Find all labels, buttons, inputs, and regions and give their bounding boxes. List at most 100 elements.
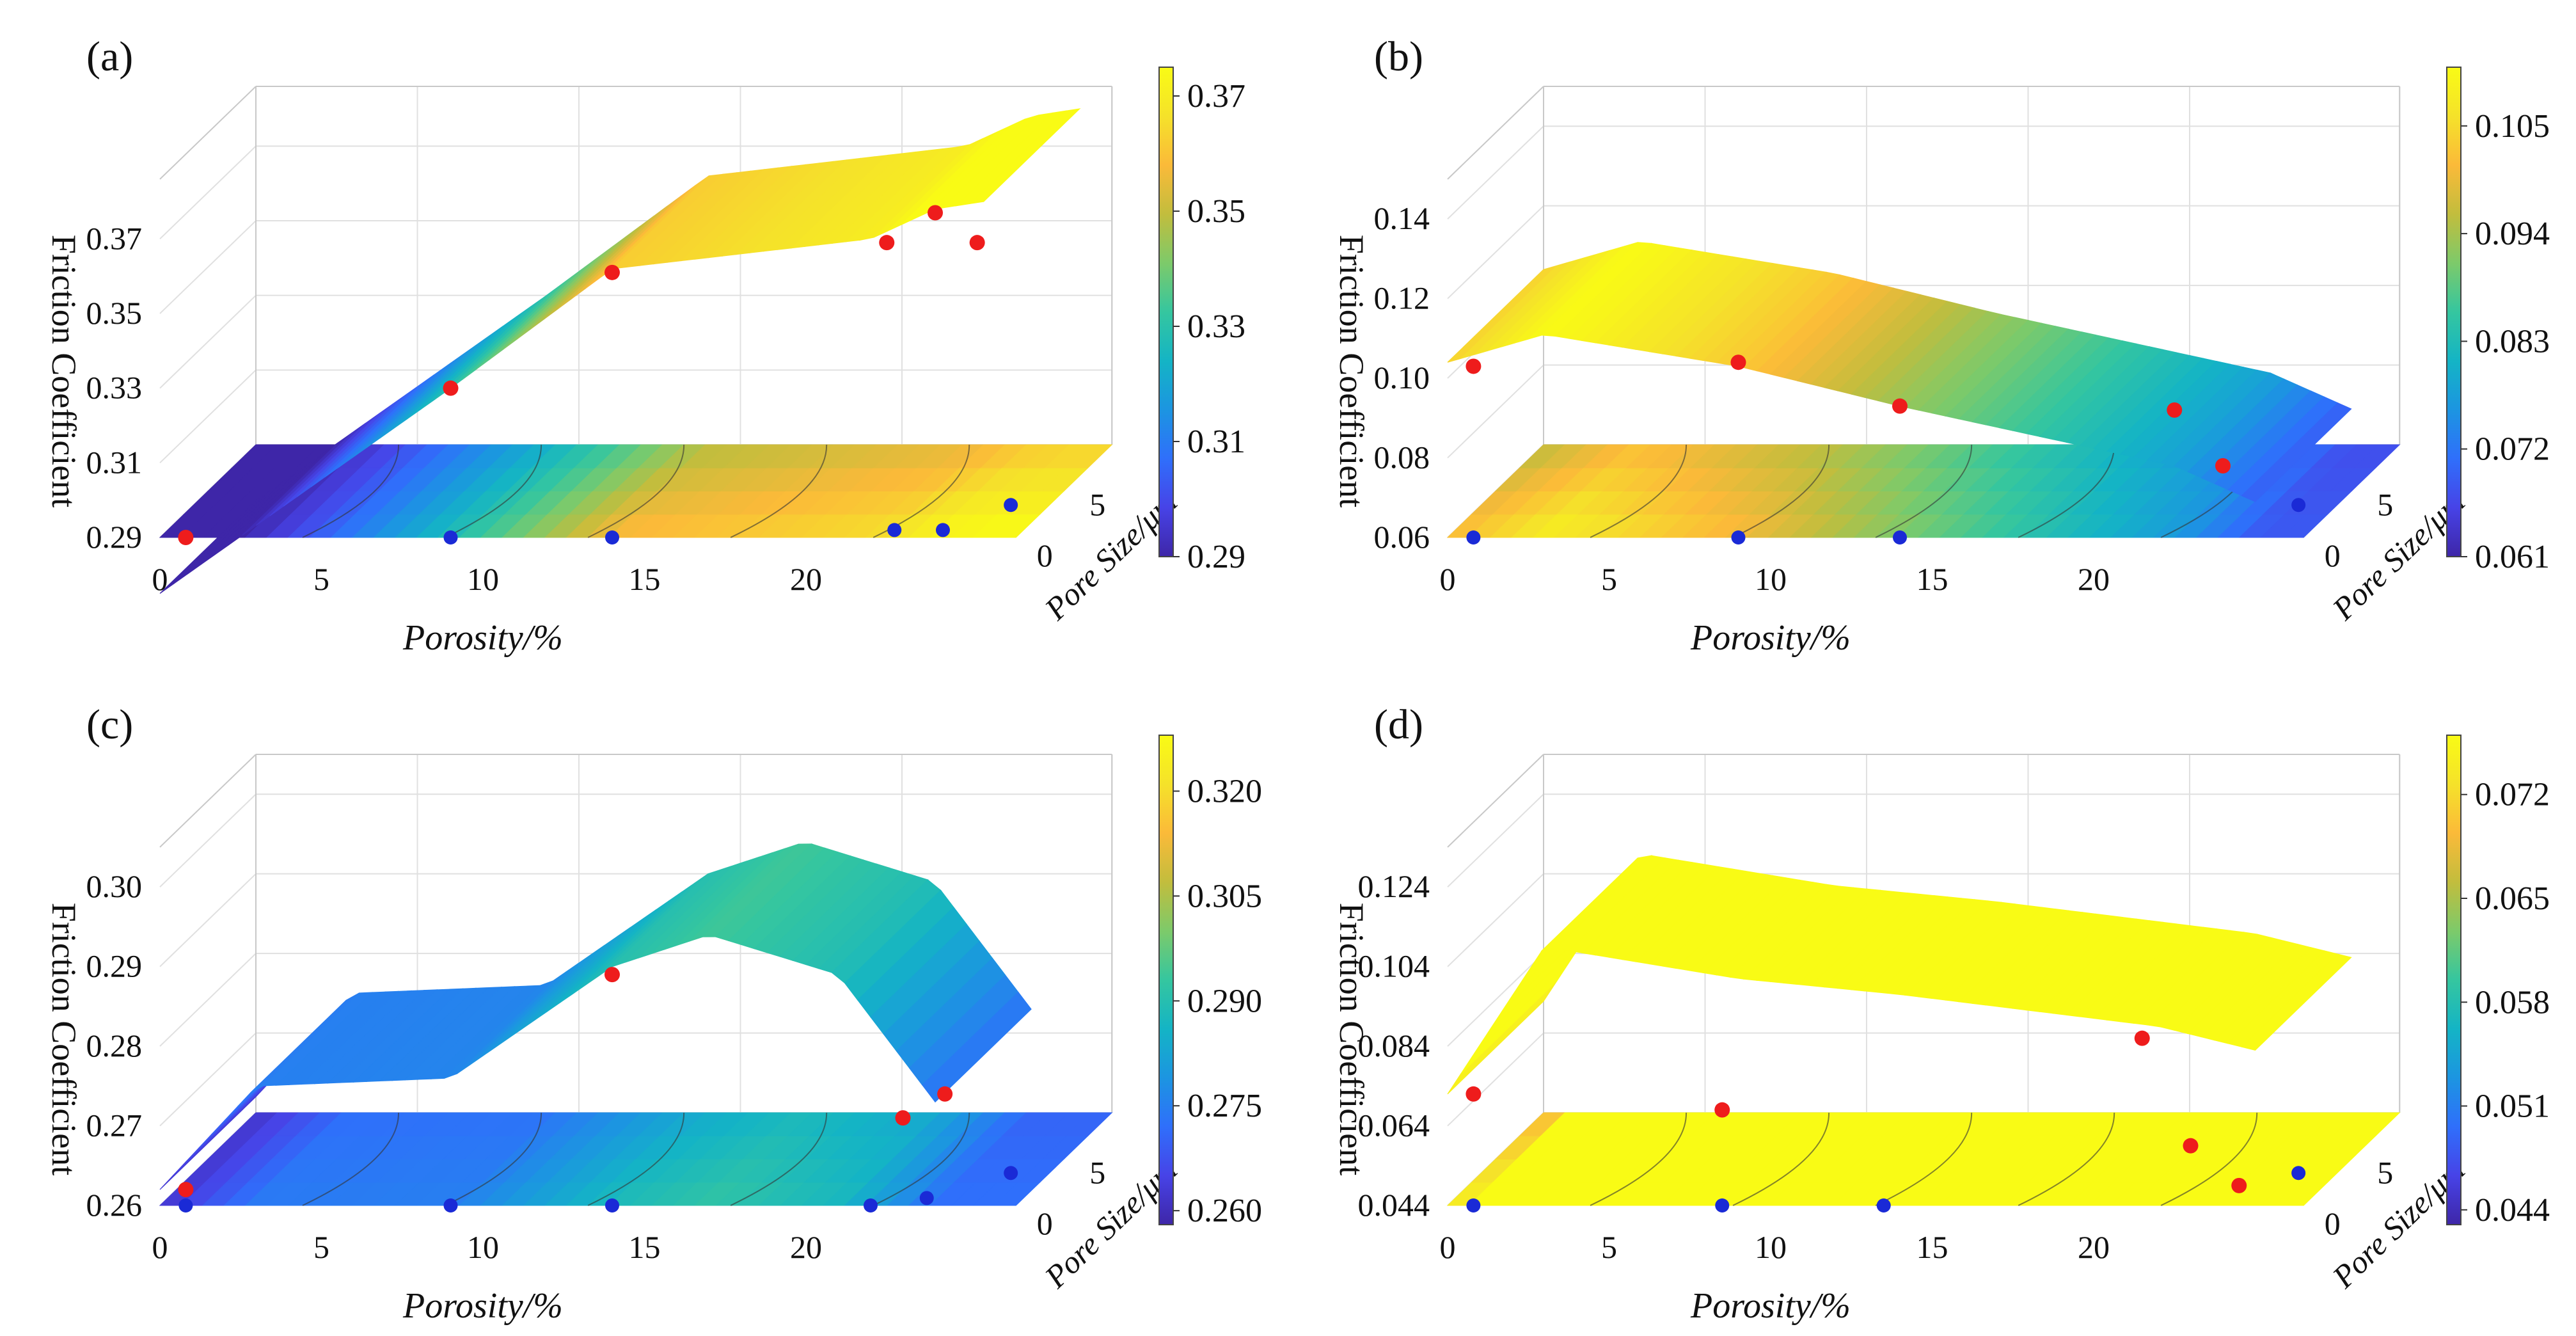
x-tick-label: 15: [1916, 1229, 1948, 1265]
gridline-side-z: [159, 220, 257, 314]
y-tick-label: 5: [2377, 1154, 2393, 1190]
contour-line: [1590, 1112, 1687, 1206]
measured-point: [2231, 1177, 2247, 1193]
projected-point: [1731, 530, 1746, 545]
surface: [159, 108, 1081, 594]
colorbar-tick-label: 0.105: [2475, 108, 2550, 145]
contour-line: [730, 444, 828, 538]
gridline-side-z: [159, 1032, 257, 1127]
contour-band: [2353, 444, 2401, 468]
colorbar-gradient: [1158, 735, 1174, 1225]
z-tick-label: 0.14: [1374, 200, 1430, 236]
z-tick-label: 0.27: [86, 1108, 143, 1143]
chart-panel-a: 0 5 10 15 20 0.29 0.31 0.33 0.35 0.37 0 5 Porosity/%…: [0, 0, 1288, 668]
surface-strip: [547, 909, 657, 1012]
colorbar-tick-label: 0.33: [1187, 308, 1245, 345]
gridline-side-z: [159, 873, 257, 967]
panel-label: (c): [86, 701, 133, 748]
measured-point: [937, 1086, 953, 1102]
chart-panel-b: 0 5 10 15 20 0.06 0.08 0.10 0.12 0.14 0 5 Porosity/%…: [1288, 0, 2575, 668]
z-tick-label: 0.31: [86, 444, 143, 480]
measured-point: [604, 967, 620, 983]
z-tick-label: 0.08: [1374, 440, 1430, 475]
gridline-side-z: [1447, 205, 1544, 299]
z-axis-label: Friction Coefficient: [45, 903, 83, 1175]
gridline-side-z: [159, 793, 257, 887]
y-tick-label: 0: [1037, 1205, 1053, 1241]
projected-point: [2291, 1166, 2306, 1181]
projected-points: [178, 1166, 1018, 1213]
contour-line: [587, 1112, 685, 1206]
contour-line: [302, 444, 400, 538]
contour-line: [873, 1112, 970, 1206]
panel-label: (a): [86, 33, 133, 80]
y-tick-label: 5: [1089, 1154, 1105, 1190]
x-tick-label: 10: [467, 561, 499, 597]
projected-point: [443, 530, 458, 545]
measured-point: [2183, 1138, 2199, 1154]
colorbar-tick-label: 0.37: [1187, 78, 1245, 115]
surface-strip: [393, 326, 503, 429]
z-tick-label: 0.26: [86, 1187, 143, 1223]
surface-strip: [1474, 939, 1584, 1054]
surface-strip: [406, 316, 518, 420]
gridline-side-z: [1447, 125, 1544, 219]
measured-point: [895, 1110, 911, 1126]
surface-strip: [2241, 402, 2352, 502]
x-axis-label: Porosity/%: [402, 618, 563, 658]
gridline-side-z: [1447, 953, 1544, 1047]
measured-points: [178, 967, 953, 1198]
colorbar: 0.044 0.051 0.058 0.065 0.072: [2446, 735, 2550, 1229]
surface-strip: [420, 306, 531, 410]
surface-strip: [365, 345, 476, 449]
y-tick-label: 0: [2325, 537, 2341, 573]
gridline-side-z: [1447, 364, 1544, 459]
measured-points: [1466, 354, 2231, 473]
surface-strip: [1447, 980, 1558, 1095]
measured-points: [178, 205, 985, 545]
x-tick-label: 10: [467, 1229, 499, 1265]
projected-point: [1893, 530, 1907, 545]
measured-point: [1892, 398, 1908, 414]
measured-point: [879, 235, 895, 251]
x-tick-label: 10: [1755, 1229, 1787, 1265]
surface-strip: [534, 918, 644, 1021]
gridline-side-z: [1447, 793, 1544, 887]
contour-line: [445, 444, 542, 538]
x-tick-label: 15: [629, 1229, 661, 1265]
measured-point: [1466, 358, 1482, 374]
x-tick-label: 20: [2078, 561, 2110, 597]
chart-svg-a: 0 5 10 15 200.290.310.330.350.3705Porosity/%…: [45, 33, 1245, 658]
contour-line: [1732, 1112, 1830, 1206]
colorbar-tick-label: 0.065: [2475, 880, 2550, 917]
z-tick-label: 0.37: [86, 220, 143, 256]
projected-point: [2291, 498, 2306, 513]
measured-point: [178, 1182, 194, 1198]
x-tick-label: 0: [152, 561, 168, 597]
colorbar-tick-label: 0.275: [1187, 1088, 1262, 1124]
colorbar: 0.29 0.31 0.33 0.35 0.37: [1158, 67, 1245, 575]
z-tick-label: 0.12: [1374, 280, 1430, 316]
x-axis-label: Porosity/%: [1690, 1286, 1851, 1326]
gridline-side-z: [1447, 873, 1544, 967]
contour-line: [2018, 444, 2115, 538]
z-tick-label: 0.084: [1358, 1028, 1430, 1063]
x-tick-label: 20: [790, 561, 822, 597]
x-tick-label: 5: [1601, 561, 1617, 597]
chart-svg-b: 0 5 10 15 200.060.080.100.120.1405Porosity/%…: [1332, 33, 2550, 658]
contour-line: [2160, 1112, 2258, 1206]
z-tick-label: 0.064: [1358, 1108, 1430, 1143]
x-axis-label: Porosity/%: [402, 1286, 563, 1326]
measured-points: [1466, 1030, 2247, 1193]
colorbar-gradient: [2446, 735, 2461, 1225]
x-tick-label: 0: [1440, 1229, 1456, 1265]
projected-point: [919, 1191, 934, 1205]
measured-point: [2215, 458, 2231, 473]
projected-point: [1004, 498, 1018, 513]
gridline-side-z: [159, 294, 257, 389]
contour-projection: [1446, 1112, 2401, 1206]
projected-point: [605, 1198, 619, 1213]
projected-point: [1466, 1198, 1481, 1213]
y-tick-label: 5: [2377, 486, 2393, 522]
z-tick-label: 0.29: [86, 948, 143, 984]
